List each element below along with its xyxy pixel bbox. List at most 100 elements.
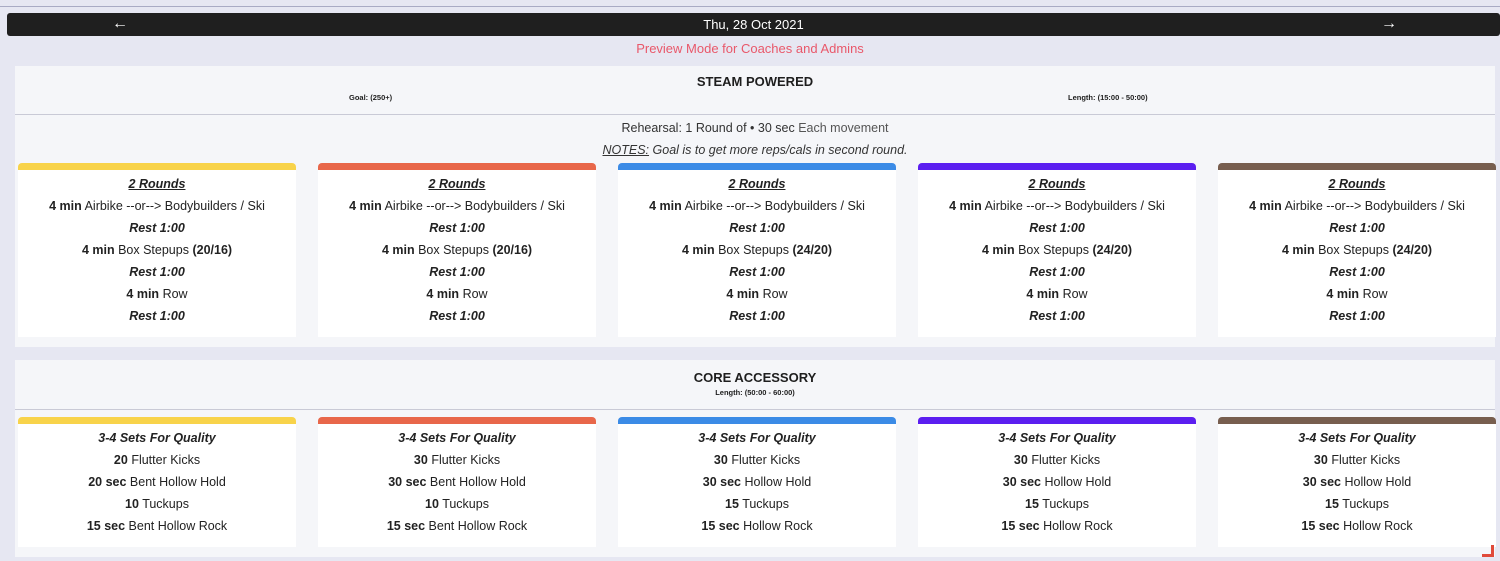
movement-amount: 4 min <box>126 287 160 301</box>
movement-amount: 4 min <box>1026 287 1060 301</box>
notes-text: Goal is to get more reps/cals in second … <box>652 143 908 157</box>
movement-name: Box Stepups <box>118 243 189 257</box>
movement-line: 30 sec Hollow Hold <box>918 471 1196 493</box>
sets-label: 3-4 Sets For Quality <box>98 431 216 445</box>
movement-load: (20/16) <box>192 243 233 257</box>
movement-amount: 4 min <box>49 199 82 213</box>
movement-line: 15 Tuckups <box>1218 493 1496 515</box>
movement-amount: 10 <box>125 497 139 511</box>
movement-line: 15 sec Hollow Rock <box>918 515 1196 537</box>
movement-amount: 15 sec <box>701 519 740 533</box>
movement-line: 4 min Box Stepups (20/16) <box>18 239 296 261</box>
movement-amount: 4 min <box>426 287 460 301</box>
movement-name: Row <box>762 287 788 301</box>
date-navigation-bar: ← Thu, 28 Oct 2021 → <box>7 13 1500 36</box>
level-card: 3-4 Sets For Quality 30 Flutter Kicks 30 s… <box>618 417 896 547</box>
movement-line: 15 sec Hollow Rock <box>1218 515 1496 537</box>
movement-line: 4 min Row <box>918 283 1196 305</box>
level-card: 3-4 Sets For Quality 30 Flutter Kicks 30 s… <box>318 417 596 547</box>
movement-name: Bent Hollow Hold <box>429 475 526 489</box>
rest-label: Rest 1:00 <box>1329 221 1385 235</box>
movement-amount: 4 min <box>981 243 1015 257</box>
movement-line: 4 min Box Stepups (24/20) <box>1218 239 1496 261</box>
movement-amount: 30 sec <box>702 475 742 489</box>
movement-line: 4 min Row <box>18 283 296 305</box>
top-divider <box>0 6 1500 7</box>
movement-amount: 30 sec <box>1302 475 1342 489</box>
movement-name: Bent Hollow Rock <box>428 519 528 533</box>
preview-mode-notice: Preview Mode for Coaches and Admins <box>636 41 864 56</box>
workout-body: 3-4 Sets For Quality 20 Flutter Kicks 20 s… <box>15 410 1496 557</box>
movement-line: 4 min Airbike --or--> Bodybuilders / Ski <box>318 195 596 217</box>
movement-line: 30 Flutter Kicks <box>618 449 896 471</box>
movement-name: Airbike --or--> Bodybuilders / Ski <box>684 199 865 213</box>
movement-name: Hollow Hold <box>1044 475 1112 489</box>
movement-name: Hollow Hold <box>1344 475 1412 489</box>
arrow-right-icon[interactable]: → <box>1381 15 1397 32</box>
rest-label: Rest 1:00 <box>1029 309 1085 323</box>
movement-line: 4 min Box Stepups (20/16) <box>318 239 596 261</box>
movement-load: (24/20) <box>792 243 833 257</box>
movement-name: Bent Hollow Rock <box>128 519 228 533</box>
movement-name: Airbike --or--> Bodybuilders / Ski <box>84 199 265 213</box>
movement-amount: 30 <box>713 453 728 467</box>
level-card: 2 Rounds 4 min Airbike --or--> Bodybuilde… <box>1218 163 1496 337</box>
movement-amount: 4 min <box>726 287 760 301</box>
sets-label: 3-4 Sets For Quality <box>1298 431 1416 445</box>
movement-name: Tuckups <box>442 497 489 511</box>
level-card: 3-4 Sets For Quality 30 Flutter Kicks 30 s… <box>1218 417 1496 547</box>
workout-title: CORE ACCESSORY <box>693 370 817 385</box>
notes-label: NOTES: <box>602 143 650 157</box>
workout-goal: Goal: (250+) <box>349 93 393 102</box>
movement-load: (24/20) <box>1092 243 1133 257</box>
sets-label: 3-4 Sets For Quality <box>398 431 516 445</box>
sets-label: 3-4 Sets For Quality <box>698 431 816 445</box>
movement-amount: 15 sec <box>386 519 426 533</box>
movement-line: 30 sec Bent Hollow Hold <box>318 471 596 493</box>
movement-name: Flutter Kicks <box>131 453 201 467</box>
workout-panel-steam-powered: STEAM POWERED Goal: (250+) Length: (15:0… <box>15 66 1496 347</box>
movement-name: Box Stepups <box>718 243 789 257</box>
rest-label: Rest 1:00 <box>129 265 185 279</box>
movement-amount: 4 min <box>681 243 715 257</box>
movement-name: Hollow Rock <box>1043 519 1113 533</box>
movement-line: 4 min Row <box>1218 283 1496 305</box>
movement-line: 15 sec Bent Hollow Rock <box>318 515 596 537</box>
movement-amount: 4 min <box>1326 287 1360 301</box>
sets-label: 3-4 Sets For Quality <box>998 431 1116 445</box>
resize-handle[interactable] <box>1482 545 1494 557</box>
movement-line: 15 Tuckups <box>918 493 1196 515</box>
movement-name: Hollow Rock <box>743 519 813 533</box>
movement-amount: 10 <box>425 497 439 511</box>
movement-amount: 20 <box>113 453 128 467</box>
movement-amount: 15 <box>725 497 739 511</box>
rest-label: Rest 1:00 <box>1329 309 1385 323</box>
rounds-label: 2 Rounds <box>128 177 186 191</box>
arrow-left-icon[interactable]: ← <box>112 15 128 32</box>
rest-label: Rest 1:00 <box>429 221 485 235</box>
movement-name: Flutter Kicks <box>431 453 501 467</box>
level-card: 3-4 Sets For Quality 30 Flutter Kicks 30 s… <box>918 417 1196 547</box>
movement-name: Airbike --or--> Bodybuilders / Ski <box>384 199 565 213</box>
rest-label: Rest 1:00 <box>129 309 185 323</box>
movement-line: 4 min Airbike --or--> Bodybuilders / Ski <box>618 195 896 217</box>
workout-header: STEAM POWERED Goal: (250+) Length: (15:0… <box>15 66 1495 115</box>
movement-amount: 15 <box>1325 497 1339 511</box>
movement-name: Flutter Kicks <box>1331 453 1401 467</box>
movement-line: 4 min Row <box>618 283 896 305</box>
movement-name: Tuckups <box>1042 497 1089 511</box>
movement-line: 20 sec Bent Hollow Hold <box>18 471 296 493</box>
movement-name: Row <box>1062 287 1088 301</box>
movement-name: Tuckups <box>142 497 189 511</box>
movement-amount: 30 <box>1313 453 1328 467</box>
level-card: 2 Rounds 4 min Airbike --or--> Bodybuilde… <box>18 163 296 337</box>
movement-amount: 4 min <box>1249 199 1282 213</box>
movement-name: Airbike --or--> Bodybuilders / Ski <box>984 199 1165 213</box>
movement-name: Hollow Rock <box>1343 519 1413 533</box>
rest-label: Rest 1:00 <box>129 221 185 235</box>
movement-name: Box Stepups <box>418 243 489 257</box>
rounds-label: 2 Rounds <box>428 177 486 191</box>
workout-header: CORE ACCESSORY Length: (50:00 - 60:00) <box>15 360 1495 410</box>
workout-title: STEAM POWERED <box>696 74 814 89</box>
movement-line: 15 sec Bent Hollow Rock <box>18 515 296 537</box>
